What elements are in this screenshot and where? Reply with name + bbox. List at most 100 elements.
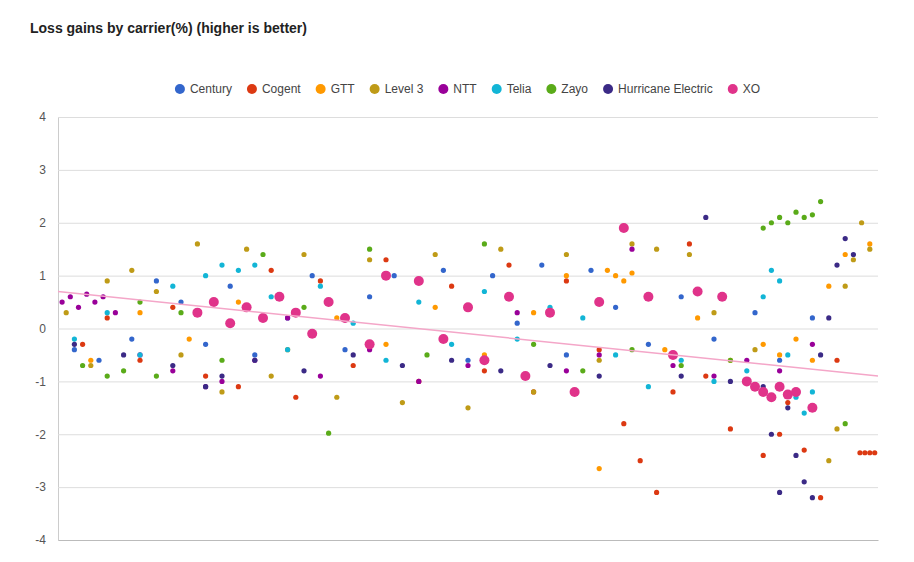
point xyxy=(818,199,823,204)
point xyxy=(392,273,397,278)
point xyxy=(687,252,692,257)
point xyxy=(416,299,421,304)
point xyxy=(318,284,323,289)
point xyxy=(851,252,856,257)
series-points xyxy=(64,220,873,463)
point xyxy=(769,220,774,225)
x-axis xyxy=(59,540,879,541)
point xyxy=(679,294,684,299)
point xyxy=(498,368,503,373)
point xyxy=(761,342,766,347)
plot-area: -4-3-2-101234 xyxy=(35,110,878,547)
point xyxy=(834,426,839,431)
y-tick-label: -2 xyxy=(35,428,46,442)
point xyxy=(154,278,159,283)
point xyxy=(791,387,801,397)
y-tick: -2 xyxy=(35,428,878,442)
legend-item: Zayo xyxy=(546,82,588,96)
point xyxy=(80,363,85,368)
point xyxy=(515,321,520,326)
point xyxy=(438,334,448,344)
point xyxy=(769,268,774,273)
point xyxy=(621,421,626,426)
point xyxy=(621,278,626,283)
series-points xyxy=(88,241,872,471)
point xyxy=(810,495,815,500)
grid-line xyxy=(58,329,878,330)
point xyxy=(629,247,634,252)
series-points xyxy=(192,223,817,413)
point xyxy=(307,329,317,339)
point xyxy=(449,284,454,289)
point xyxy=(68,294,73,299)
point xyxy=(178,310,183,315)
point xyxy=(679,363,684,368)
point xyxy=(449,342,454,347)
point xyxy=(654,490,659,495)
grid-line xyxy=(58,170,878,171)
point xyxy=(728,379,733,384)
point xyxy=(834,262,839,267)
point xyxy=(105,278,110,283)
point xyxy=(629,241,634,246)
point xyxy=(252,352,257,357)
point xyxy=(228,284,233,289)
point xyxy=(310,273,315,278)
y-tick-label: 4 xyxy=(39,110,46,124)
point xyxy=(225,318,235,328)
point xyxy=(465,363,470,368)
y-tick: -4 xyxy=(35,533,878,547)
point xyxy=(285,347,290,352)
legend: CenturyCogentGTTLevel 3NTTTeliaZayoHurri… xyxy=(175,82,760,96)
legend-item: Century xyxy=(175,82,232,96)
point xyxy=(137,358,142,363)
legend-item: NTT xyxy=(438,82,477,96)
point xyxy=(465,358,470,363)
point xyxy=(742,376,752,386)
y-tick: 2 xyxy=(39,216,878,230)
point xyxy=(851,257,856,262)
point xyxy=(274,292,284,302)
point xyxy=(244,247,249,252)
y-tick-label: -1 xyxy=(35,375,46,389)
legend-item: Cogent xyxy=(247,82,301,96)
point xyxy=(777,352,782,357)
point xyxy=(597,352,602,357)
legend-swatch xyxy=(603,84,613,94)
point xyxy=(564,368,569,373)
point xyxy=(137,352,142,357)
y-tick: 0 xyxy=(39,322,878,336)
point xyxy=(662,347,667,352)
point xyxy=(862,450,867,455)
point xyxy=(187,336,192,341)
grid-line xyxy=(58,276,878,277)
point xyxy=(785,405,790,410)
point xyxy=(88,358,93,363)
point xyxy=(594,297,604,307)
y-tick: 3 xyxy=(39,163,878,177)
point xyxy=(810,342,815,347)
point xyxy=(564,273,569,278)
point xyxy=(479,355,489,365)
point xyxy=(154,289,159,294)
point xyxy=(777,278,782,283)
point xyxy=(416,379,421,384)
point xyxy=(506,262,511,267)
point xyxy=(810,389,815,394)
point xyxy=(441,268,446,273)
point xyxy=(416,379,421,384)
point xyxy=(105,315,110,320)
point xyxy=(613,273,618,278)
grid-line xyxy=(58,117,878,118)
point xyxy=(520,371,530,381)
point xyxy=(137,310,142,315)
point xyxy=(802,448,807,453)
point xyxy=(695,315,700,320)
legend-label: Telia xyxy=(507,82,532,96)
point xyxy=(463,302,473,312)
point xyxy=(545,308,555,318)
point xyxy=(76,305,81,310)
point xyxy=(711,310,716,315)
point xyxy=(252,262,257,267)
point xyxy=(802,411,807,416)
